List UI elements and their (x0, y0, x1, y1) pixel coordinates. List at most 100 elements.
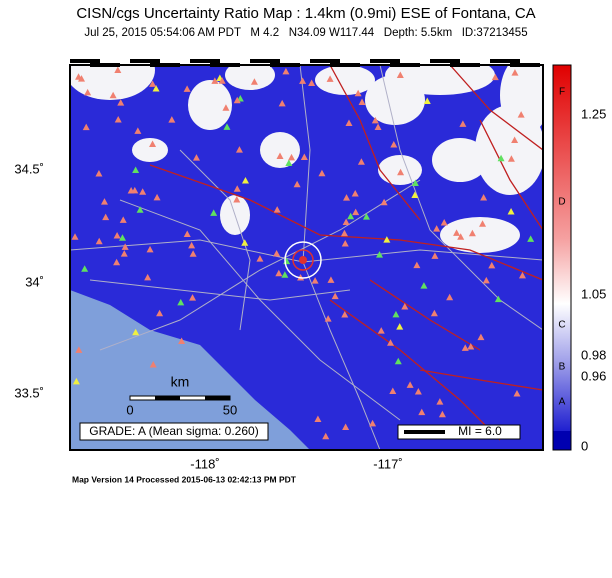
colorbar-label: 1.05 (581, 286, 606, 301)
colorbar-label: 0.96 (581, 368, 606, 383)
station (75, 346, 83, 353)
fault (329, 65, 421, 221)
station (362, 213, 370, 220)
station (276, 152, 284, 160)
station (342, 423, 350, 430)
station (273, 206, 281, 213)
station (327, 276, 335, 283)
station (300, 153, 308, 160)
station (383, 236, 391, 243)
station (149, 361, 157, 368)
station (250, 78, 258, 85)
station (357, 158, 365, 165)
station (517, 111, 525, 118)
station (482, 276, 490, 284)
fault (149, 164, 543, 281)
fault (479, 119, 543, 231)
station (513, 389, 521, 397)
epicenter-contours (284, 241, 322, 279)
station (377, 327, 385, 334)
colorbar-label: 0.98 (581, 347, 606, 362)
road (119, 199, 401, 421)
station (507, 207, 515, 215)
station (278, 99, 286, 107)
station (394, 357, 402, 365)
station (241, 177, 249, 184)
station (84, 88, 92, 96)
station (114, 66, 122, 74)
lat-label: 34.5˚ (14, 161, 44, 176)
station (345, 119, 353, 127)
station (192, 154, 200, 161)
station (189, 294, 197, 301)
station (343, 194, 351, 201)
station (210, 209, 218, 216)
station (380, 198, 388, 206)
station (168, 116, 176, 123)
station (131, 186, 139, 194)
grade-letter: F (559, 87, 565, 98)
station (351, 189, 359, 197)
ocean (70, 290, 310, 450)
station (132, 166, 140, 174)
title: CISN/cgs Uncertainty Ratio Map : 1.4km (… (76, 5, 535, 22)
station (477, 333, 485, 341)
station (256, 255, 264, 262)
station (178, 337, 186, 344)
station (511, 136, 519, 143)
station (414, 387, 422, 395)
station (71, 233, 79, 240)
station (420, 282, 428, 289)
lon-label: -118˚ (190, 456, 219, 471)
blob (70, 65, 155, 100)
station (497, 154, 505, 162)
colorbar-grades: F D C B A (558, 87, 565, 408)
station (288, 153, 296, 161)
station (318, 169, 326, 177)
station (406, 381, 414, 388)
station (82, 123, 90, 131)
station (341, 311, 349, 318)
station (324, 315, 332, 322)
station (376, 251, 384, 258)
blob (432, 138, 488, 182)
station (457, 233, 465, 240)
blob (225, 65, 275, 90)
station (374, 123, 382, 131)
station (273, 249, 281, 257)
grade: GRADE: A (Mean sigma: 0.260) (89, 424, 258, 438)
station (275, 269, 283, 277)
station (95, 237, 103, 245)
station (139, 188, 147, 195)
station (183, 85, 191, 92)
scale-unit: km (171, 374, 190, 390)
station (418, 408, 426, 416)
station (299, 77, 307, 84)
station (371, 116, 379, 124)
station (78, 75, 86, 82)
road (99, 179, 421, 351)
station (282, 67, 290, 75)
road (179, 149, 251, 331)
station (411, 191, 419, 198)
station (189, 250, 197, 257)
station (423, 97, 431, 104)
station (114, 115, 122, 123)
station (117, 99, 125, 106)
grade-letter: B (559, 362, 566, 373)
station (401, 302, 409, 310)
grade-letter: D (558, 197, 565, 208)
station (431, 252, 439, 259)
station (136, 206, 144, 213)
station (223, 123, 231, 130)
scale-bar-seg (205, 396, 230, 400)
station (144, 273, 152, 281)
station (413, 261, 421, 269)
station (438, 410, 446, 418)
station (507, 155, 515, 162)
station (387, 339, 395, 346)
station (121, 243, 129, 250)
blob (260, 132, 300, 168)
station (358, 98, 366, 105)
station (488, 261, 496, 269)
